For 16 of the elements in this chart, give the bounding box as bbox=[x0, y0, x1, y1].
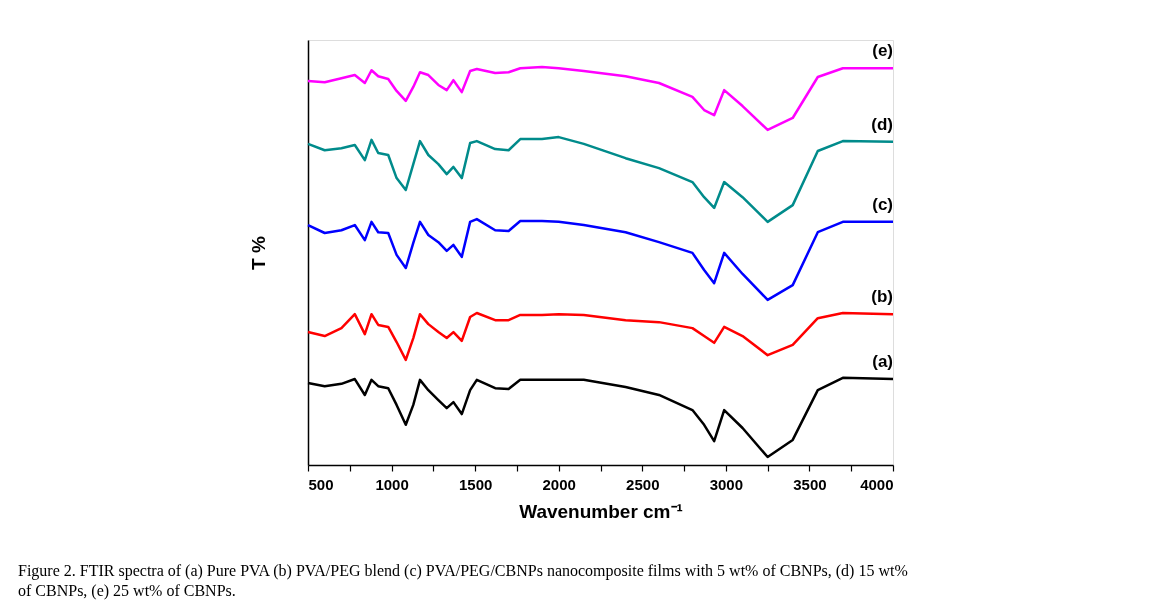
x-tick-label: 2000 bbox=[542, 475, 576, 493]
x-tick-label: 2500 bbox=[626, 475, 660, 493]
series-label: (c) bbox=[872, 194, 893, 214]
x-tick-label: 1000 bbox=[375, 475, 409, 493]
series-label: (b) bbox=[871, 287, 893, 307]
series-label: (e) bbox=[872, 41, 893, 61]
x-tick-label: 500 bbox=[308, 475, 334, 493]
x-tick-label: 3500 bbox=[793, 475, 827, 493]
caption: Figure 2. FTIR spectra of (a) Pure PVA (b) PVA/PEG blend (c) PVA/PEG/CBNPs nanocomposite films with 5 wt% of CBNPs, (d) 15 wt% of CBNPs, (e) 25 wt% of CBNPs. bbox=[18, 562, 908, 600]
x-tick-label: 4000 bbox=[860, 475, 894, 493]
x-tick-label: 1500 bbox=[458, 475, 493, 493]
x-axis-title: Wavenumber cm⁻¹ bbox=[519, 500, 683, 522]
series-label: (a) bbox=[872, 352, 893, 372]
y-axis-title: T % bbox=[247, 236, 269, 270]
x-tick-label: 3000 bbox=[709, 475, 744, 493]
series-label: (d) bbox=[871, 114, 893, 134]
